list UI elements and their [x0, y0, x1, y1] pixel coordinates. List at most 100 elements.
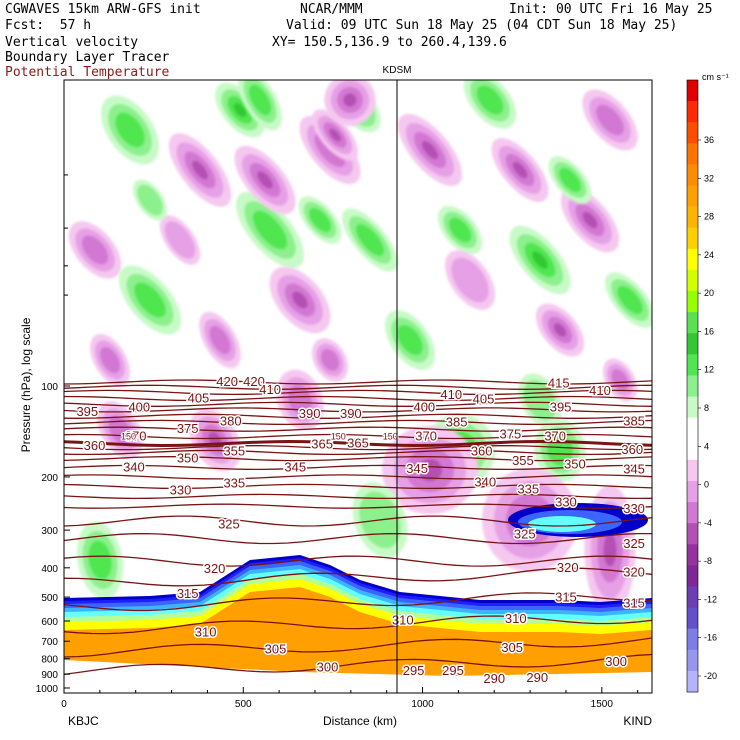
velocity-cell	[309, 208, 331, 232]
velocity-cell	[329, 128, 341, 142]
colorbar: 36 32 28 24 20 16 12 8 4 0 -4 -8 -12 -16 -20	[686, 79, 717, 693]
theta-contour-label: 420	[243, 374, 265, 389]
colorbar-tick-label: 0	[704, 480, 709, 490]
velocity-cell	[553, 323, 567, 337]
theta-contour-label: 310	[195, 625, 217, 640]
theta-contour-label: 305	[265, 641, 287, 656]
velocity-cell	[209, 325, 231, 355]
theta-contour	[64, 555, 652, 567]
theta-contour-label: 320	[623, 565, 645, 580]
theta-contour-label: 370	[544, 429, 566, 444]
theta-contour	[64, 419, 652, 426]
theta-contour	[64, 445, 652, 451]
theta-contour-label: 305	[501, 640, 523, 655]
theta-contour	[64, 493, 652, 500]
theta-contour	[64, 433, 652, 440]
colorbar-swatch	[687, 101, 698, 123]
theta-contour	[64, 567, 652, 587]
theta-contour-label: 315	[555, 590, 577, 605]
y-tick-label: 200	[41, 473, 58, 484]
theta-contour-label: 360	[84, 438, 106, 453]
colorbar-tick-label: 12	[704, 365, 714, 375]
velocity-cell	[397, 325, 423, 355]
velocity-cell	[596, 104, 624, 136]
x-tick-label: 0	[61, 699, 67, 710]
theta-contour	[64, 503, 652, 509]
colorbar-swatch	[687, 291, 698, 313]
theta-contour	[64, 464, 652, 471]
velocity-cell	[100, 346, 120, 374]
field-vertical-velocity: Vertical velocity	[5, 35, 139, 50]
theta-contour-label: 325	[218, 516, 240, 531]
theta-contour-label: 385	[446, 414, 468, 429]
theta-contour	[64, 653, 652, 676]
theta-contour-label: 400	[413, 400, 435, 415]
station-marker-label: KDSM	[383, 65, 412, 76]
velocity-cell	[292, 291, 308, 309]
theta-contour-label: 420	[216, 374, 238, 389]
colorbar-swatch	[687, 438, 698, 461]
theta-contour-label: 370	[415, 429, 437, 444]
colorbar-swatch	[687, 312, 698, 334]
potential-temperature-contours	[64, 379, 652, 676]
colorbar-unit: cm s⁻¹	[702, 72, 729, 82]
velocity-cell	[137, 184, 163, 216]
velocity-cell	[532, 251, 548, 269]
y-tick-label: 100	[41, 382, 58, 393]
y-tick-label: 1000	[36, 684, 59, 695]
colorbar-tick-label: 24	[704, 250, 714, 260]
theta-contour-label: 340	[123, 459, 145, 474]
theta-contour-label: 345	[284, 459, 306, 474]
model-title: CGWAVES 15km ARW-GFS init	[5, 2, 201, 17]
colorbar-swatch	[687, 80, 698, 102]
colorbar-swatch	[687, 523, 698, 545]
y-axis: 100 200 300 400 500 600 700 800 900 1000	[36, 174, 70, 695]
colorbar-swatch	[687, 227, 698, 250]
field-boundary-layer-tracer: Boundary Layer Tracer	[5, 50, 170, 65]
theta-contour-label: 400	[128, 400, 150, 415]
theta-contour	[64, 474, 652, 480]
theta-contour-label: 390	[299, 406, 321, 421]
colorbar-swatch	[687, 670, 698, 693]
colorbar-swatch	[687, 480, 698, 503]
left-endpoint-label: KBJC	[68, 714, 99, 728]
theta-contour-label: 335	[517, 481, 539, 496]
theta-contour	[64, 401, 652, 407]
colorbar-swatch	[687, 143, 698, 165]
colorbar-swatch	[687, 628, 698, 651]
field-potential-temperature: Potential Temperature	[5, 65, 170, 80]
velocity-cell	[115, 112, 145, 148]
theta-contour	[64, 439, 652, 448]
velocity-cell	[81, 235, 109, 265]
colorbar-swatch	[687, 185, 698, 208]
colorbar-tick-label: -16	[704, 633, 717, 643]
theta-contour	[64, 384, 652, 390]
x-tick-label: 1000	[411, 699, 434, 710]
theta-contour-label: 370	[125, 429, 147, 444]
velocity-cell	[343, 93, 357, 107]
theta-contour	[64, 592, 652, 612]
y-axis-title: Pressure (hPa), log scale	[19, 317, 33, 452]
theta-contour-label: 410	[440, 387, 462, 402]
right-endpoint-label: KIND	[623, 714, 652, 728]
x-axis-title: Distance (km)	[323, 714, 397, 728]
colorbar-swatch	[687, 649, 698, 672]
theta-contour-label: 330	[555, 494, 577, 509]
velocity-cell	[422, 140, 438, 160]
theta-contour-label: 310	[392, 613, 414, 628]
org-label: NCAR/MMM	[300, 2, 363, 17]
velocity-cell	[418, 458, 442, 482]
colorbar-tick-label: 20	[704, 288, 714, 298]
theta-contour-label: 350	[177, 451, 199, 466]
theta-contour-label: 375	[500, 427, 522, 442]
x-tick-label: 500	[235, 699, 252, 710]
velocity-cell	[448, 217, 472, 243]
theta-contour-label: 290	[483, 671, 505, 686]
theta-contour-label: 315	[623, 595, 645, 610]
y-tick-label: 600	[41, 617, 58, 628]
theta-contour-label: 330	[623, 501, 645, 516]
colorbar-tick-label: 16	[704, 326, 714, 336]
theta-contour	[64, 407, 652, 413]
y-tick-label: 500	[41, 593, 58, 604]
